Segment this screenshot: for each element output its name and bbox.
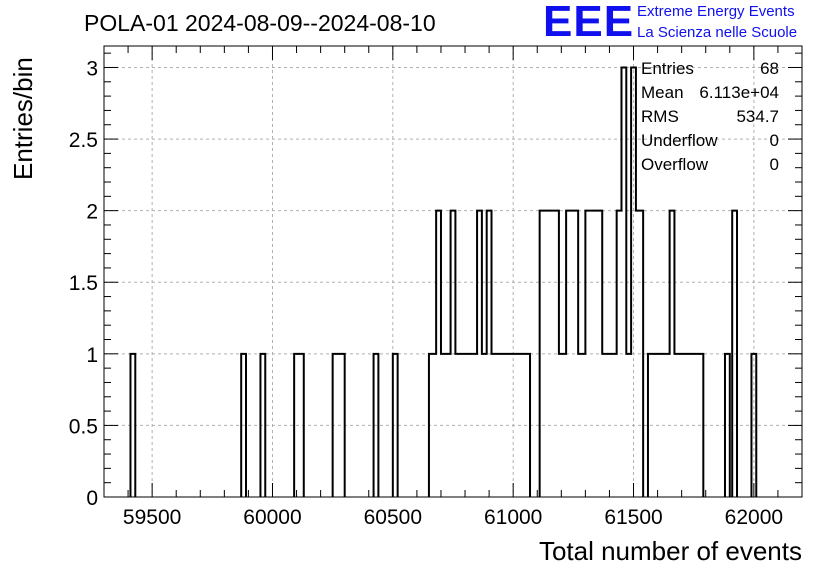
stats-box: Entries 68 Mean 6.113e+04 RMS 534.7 Unde… [641, 59, 781, 179]
logo-text-line1: Extreme Energy Events [637, 3, 795, 20]
x-axis-label: Total number of events [538, 536, 802, 566]
stats-row: RMS 534.7 [641, 107, 781, 131]
histogram-series [129, 66, 758, 497]
stats-row: Mean 6.113e+04 [641, 83, 781, 107]
stats-key: Underflow [641, 131, 718, 150]
stats-row: Underflow 0 [641, 131, 781, 155]
x-tick-label: 61500 [604, 506, 662, 529]
stats-key: Entries [641, 59, 694, 78]
eee-logo: EEE [543, 0, 635, 46]
y-axis-label: Entries/bin [8, 57, 38, 180]
y-tick-label: 0.5 [69, 415, 98, 438]
stats-row: Overflow 0 [641, 155, 781, 179]
histogram-bin [585, 211, 602, 497]
stats-value: 6.113e+04 [699, 83, 779, 102]
stats-row: Entries 68 [641, 59, 781, 83]
stats-value: 534.7 [736, 107, 779, 126]
y-tick-label: 3 [86, 57, 98, 80]
stats-value: 0 [769, 155, 779, 174]
stats-value: 68 [760, 59, 779, 78]
x-tick-label: 60000 [243, 506, 301, 529]
stats-key: RMS [641, 107, 679, 126]
y-tick-label: 2.5 [69, 129, 98, 152]
stats-key: Mean [641, 83, 684, 102]
x-tick-label: 59500 [123, 506, 181, 529]
y-tick-label: 0 [86, 487, 98, 510]
chart-title: POLA-01 2024-08-09--2024-08-10 [84, 10, 436, 36]
stats-value: 0 [769, 131, 779, 150]
y-tick-label: 2 [86, 201, 98, 224]
y-tick-label: 1.5 [69, 272, 98, 295]
x-tick-label: 60500 [364, 506, 422, 529]
stats-key: Overflow [641, 155, 709, 174]
plot-frame [103, 45, 803, 498]
x-tick-label: 62000 [725, 506, 783, 529]
x-tick-label: 61000 [484, 506, 542, 529]
logo-text-line2: La Scienza nelle Scuole [637, 24, 798, 41]
y-tick-label: 1 [86, 344, 98, 367]
